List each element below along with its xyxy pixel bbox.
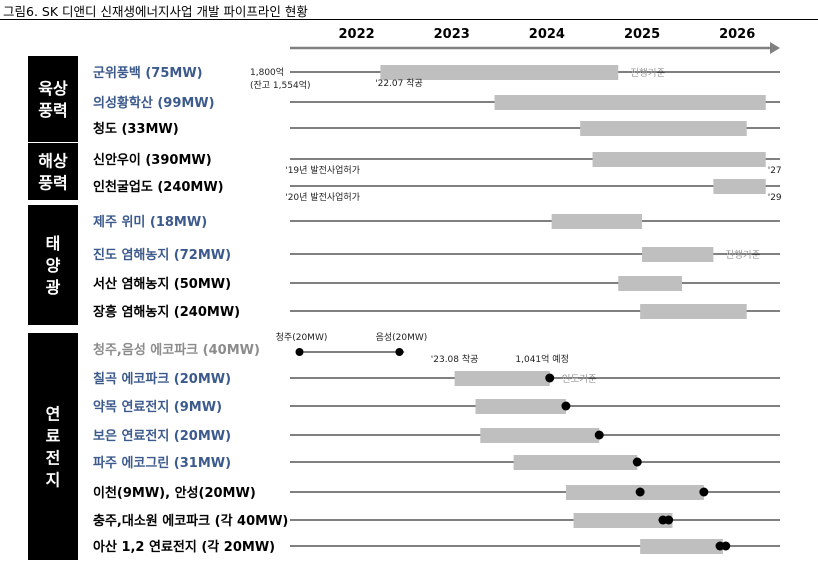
year-label: 2022 [339, 27, 375, 42]
annotation: '20년 발전사업허가 [285, 192, 360, 203]
category-label: 양 [46, 256, 61, 275]
project-label: 보은 연료전지 (20MW) [93, 428, 231, 444]
project-label: 신안우이 (390MW) [93, 152, 212, 168]
project-label: 군위풍백 (75MW) [93, 66, 203, 81]
milestone-dot [721, 541, 731, 551]
status-note: 진행기준 [725, 249, 760, 261]
schedule-bar [573, 513, 673, 528]
category-label: 전 [46, 449, 61, 468]
project-label: 서산 염해농지 (50MW) [93, 276, 231, 292]
category-label: 료 [46, 427, 61, 446]
schedule-bar [640, 539, 723, 554]
annotation: '23.08 착공 [431, 354, 479, 365]
category-label: 육상 [38, 79, 68, 98]
project-label: 의성황학산 (99MW) [93, 95, 215, 111]
project-label: 청주,음성 에코파크 (40MW) [93, 342, 260, 358]
annotation: '19년 발전사업허가 [285, 165, 360, 176]
category-label: 태 [46, 234, 61, 253]
schedule-bar [640, 304, 747, 319]
project-label: 충주,대소원 에코파크 (각 40MW) [93, 513, 288, 529]
schedule-bar [380, 65, 619, 80]
category-label: 연 [46, 405, 61, 424]
category-label: 광 [46, 278, 61, 297]
schedule-bar [475, 399, 566, 414]
annotation: 1,800억 [250, 66, 284, 78]
milestone-dot [664, 515, 674, 525]
category-label: 해상 [38, 152, 68, 171]
annotation: '29 [768, 193, 782, 203]
year-label: 2026 [719, 27, 755, 42]
annotation: (잔고 1,554억) [250, 79, 311, 91]
schedule-bar [480, 428, 600, 443]
project-label: 아산 1,2 연료전지 (각 20MW) [93, 539, 275, 555]
project-label: 약목 연료전지 (9MW) [93, 399, 222, 415]
figure-title: 그림6. SK 디앤디 신재생에너지사업 개발 파이프라인 현황 [3, 4, 308, 19]
annotation: '22.07 착공 [375, 78, 423, 89]
category-box [28, 143, 78, 200]
milestone-dot [632, 457, 642, 467]
milestone-label: 음성(20MW) [376, 332, 428, 343]
milestone-dot [545, 373, 555, 383]
annotation: '27 [768, 166, 782, 176]
title-rule [0, 19, 818, 20]
milestone-dot [635, 487, 645, 497]
milestone-dot [561, 401, 571, 411]
project-label: 칠곡 에코파크 (20MW) [93, 371, 231, 387]
milestone-dot [395, 348, 404, 356]
schedule-bar [618, 276, 682, 291]
schedule-bar [592, 152, 766, 167]
status-note: 진행기준 [630, 67, 665, 79]
schedule-bar [580, 121, 747, 136]
timeline-arrowhead [770, 42, 780, 54]
schedule-bar [565, 485, 704, 500]
project-label: 이천(9MW), 안성(20MW) [93, 485, 256, 501]
year-label: 2025 [624, 27, 660, 42]
category-label: 지 [46, 471, 61, 490]
status-note: 인도기준 [562, 374, 597, 385]
project-label: 파주 에코그린 (31MW) [93, 455, 231, 471]
annotation: 1,041억 예정 [515, 353, 568, 365]
schedule-bar [454, 371, 550, 386]
category-box [28, 333, 78, 560]
category-label: 풍력 [38, 101, 67, 120]
category-label: 풍력 [38, 174, 67, 193]
milestone-dot [295, 348, 304, 356]
year-label: 2024 [529, 27, 565, 42]
milestone-dot [594, 430, 604, 440]
schedule-bar [494, 95, 766, 110]
project-label: 인천굴업도 (240MW) [93, 179, 224, 195]
milestone-label: 청주(20MW) [276, 332, 328, 343]
schedule-bar [642, 247, 714, 262]
category-box [28, 205, 78, 325]
project-label: 청도 (33MW) [93, 121, 179, 137]
schedule-bar [713, 179, 766, 194]
project-label: 진도 염해농지 (72MW) [93, 247, 231, 263]
milestone-dot [699, 487, 709, 497]
schedule-bar [551, 214, 643, 229]
category-box [28, 56, 78, 142]
year-label: 2023 [434, 27, 470, 42]
schedule-bar [513, 455, 638, 470]
project-label: 제주 위미 (18MW) [93, 214, 207, 230]
project-label: 장흥 염해농지 (240MW) [93, 304, 240, 320]
